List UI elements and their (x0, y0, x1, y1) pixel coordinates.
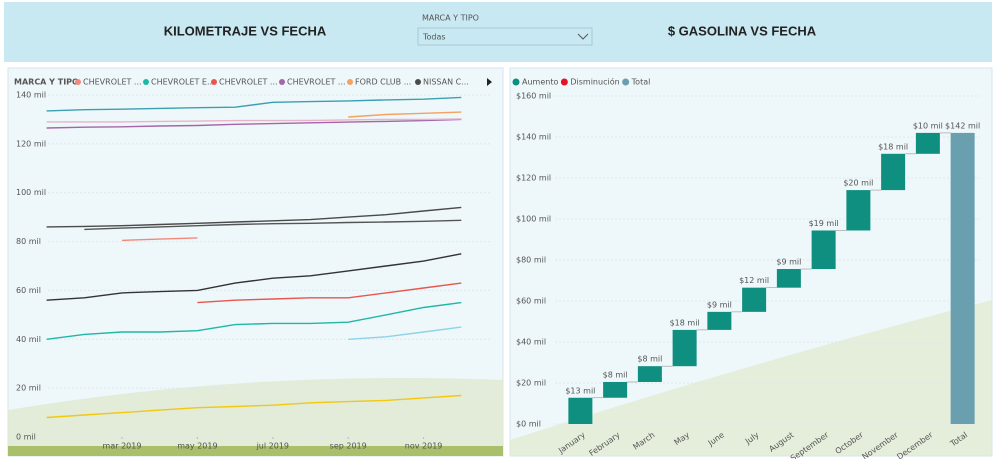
y-tick-label: $40 mil (516, 338, 546, 347)
data-label: $13 mil (565, 386, 595, 395)
line-series (46, 118, 462, 123)
legend-swatch (279, 79, 285, 85)
y-tick-label: $140 mil (516, 133, 551, 142)
data-label: $20 mil (843, 179, 873, 188)
legend-swatch (622, 78, 630, 86)
y-tick-label: 60 mil (16, 286, 41, 295)
line-series (46, 301, 462, 340)
x-tick-label: sep 2019 (330, 442, 367, 451)
legend-swatch (347, 79, 353, 85)
data-label: $19 mil (809, 219, 839, 228)
bar (672, 329, 697, 367)
ground-deco (510, 300, 992, 456)
y-tick-label: $100 mil (516, 215, 551, 224)
legend-swatch (75, 79, 81, 85)
legend-swatch (512, 78, 520, 86)
x-tick-label: may 2019 (177, 442, 217, 451)
y-tick-label: 20 mil (16, 384, 41, 393)
y-tick-label: $160 mil (516, 92, 551, 101)
line-series (121, 237, 198, 242)
legend-label: Total (631, 78, 651, 87)
line-series (348, 326, 462, 340)
x-tick-label: jul 2019 (256, 442, 289, 451)
slicer-dropdown[interactable] (417, 27, 593, 46)
bar (742, 287, 767, 312)
data-label: $12 mil (739, 276, 769, 285)
x-tick-label: mar 2019 (103, 442, 142, 451)
slicer-label: MARCA Y TIPO (422, 14, 479, 23)
data-label: $8 mil (603, 370, 628, 379)
x-tick-label: nov 2019 (405, 442, 443, 451)
legend-label: CHEVROLET ... (219, 78, 278, 87)
legend-label: NISSAN C... (423, 78, 469, 87)
line-series (46, 206, 462, 228)
data-label: $18 mil (878, 142, 908, 151)
bar (881, 153, 906, 191)
legend-swatch (560, 78, 568, 86)
data-label: $9 mil (707, 300, 732, 309)
bar (811, 230, 836, 270)
slicer-value: Todas (422, 33, 446, 42)
bar (776, 269, 801, 288)
y-tick-label: 40 mil (16, 335, 41, 344)
legend-label: CHEVROLET ... (83, 78, 142, 87)
line-series (46, 253, 462, 301)
data-label: $10 mil (913, 121, 943, 130)
legend-swatch (143, 79, 149, 85)
legend-label: CHEVROLET E... (151, 78, 215, 87)
line-series (84, 219, 462, 231)
y-tick-label: 140 mil (16, 91, 46, 100)
y-tick-label: 80 mil (16, 237, 41, 246)
y-tick-label: $20 mil (516, 379, 546, 388)
line-series (46, 96, 462, 112)
y-tick-label: $120 mil (516, 174, 551, 183)
y-tick-label: $0 mil (516, 420, 541, 429)
data-label: $9 mil (776, 258, 801, 267)
y-tick-label: 120 mil (16, 139, 46, 148)
legend-label: CHEVROLET ... (287, 78, 346, 87)
legend-label: Disminución (570, 77, 619, 87)
chart-title: KILOMETRAJE VS FECHA (164, 23, 327, 38)
legend-title: MARCA Y TIPO (14, 78, 79, 87)
line-series (46, 394, 462, 419)
y-tick-label: 0 mil (16, 433, 36, 442)
bar (707, 311, 732, 330)
data-label: $18 mil (670, 318, 700, 327)
bar (950, 132, 975, 424)
y-tick-label: 100 mil (16, 188, 46, 197)
bar (603, 381, 628, 398)
legend-swatch (415, 79, 421, 85)
dropdown-arrow (577, 33, 589, 40)
y-tick-label: $80 mil (516, 256, 546, 265)
ground-deco (8, 378, 503, 456)
grass-strip (8, 446, 503, 456)
legend-label: FORD CLUB ... (355, 78, 411, 87)
line-series (197, 282, 462, 304)
data-label: $142 mil (945, 121, 980, 130)
bar (568, 397, 593, 424)
legend-label: Aumento (522, 78, 558, 87)
bar (846, 190, 871, 231)
chart-title: $ GASOLINA VS FECHA (668, 23, 817, 38)
line-series (348, 111, 462, 118)
legend-scroll[interactable] (487, 78, 492, 86)
bar (637, 366, 662, 382)
data-label: $8 mil (637, 355, 662, 364)
y-tick-label: $60 mil (516, 297, 546, 306)
bar (915, 132, 940, 154)
line-series (46, 118, 462, 129)
legend-swatch (211, 79, 217, 85)
